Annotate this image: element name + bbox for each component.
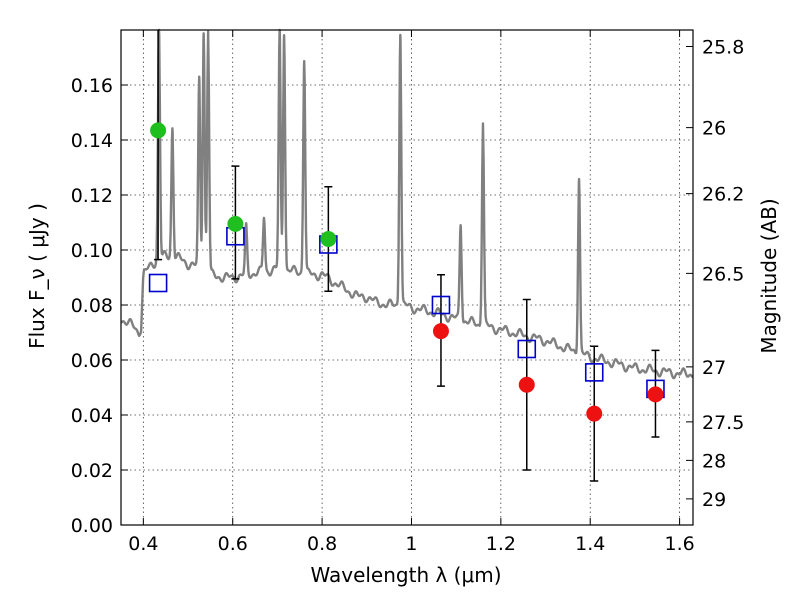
green-data-point	[320, 231, 337, 247]
x-axis-label: Wavelength λ (μm)	[310, 563, 501, 587]
x-tick-label: 0.6	[218, 533, 248, 555]
y-tick-label: 0.02	[71, 460, 113, 482]
green-data-point	[150, 122, 167, 139]
green-data-point	[227, 215, 244, 232]
y2-tick-label: 26.2	[702, 184, 744, 206]
spectrum-layer	[120, 28, 694, 380]
red-data-point	[432, 323, 449, 340]
y-tick-label: 0.12	[71, 185, 113, 207]
y-tick-label: 0.16	[71, 75, 113, 97]
axis-layer: 0.4 0.6 0.8 1 1.2 1.4 1.6 0.00 0.02 0.04 0.06 0.08 0…	[71, 30, 744, 555]
marker-layer	[148, 122, 665, 422]
x-tick-label: 1.4	[575, 533, 605, 555]
y-tick-label: 0.04	[71, 405, 113, 427]
errorbar-layer	[154, 30, 660, 482]
y-tick-label: 0.10	[71, 240, 113, 262]
x-tick-label: 0.4	[128, 533, 158, 555]
y-axis-label: Flux F_ν ( μJy )	[25, 203, 49, 349]
y2-tick-label: 28	[702, 450, 726, 472]
y-tick-label: 0.06	[71, 350, 113, 372]
model-photometry-square	[148, 273, 168, 293]
y2-tick-label: 27	[702, 357, 726, 379]
red-data-point	[586, 405, 603, 422]
y2-tick-label: 29	[702, 489, 726, 511]
x-tick-label: 1.2	[486, 533, 516, 555]
model-spectrum-line	[120, 28, 694, 380]
y-tick-label: 0.14	[71, 130, 113, 152]
red-data-point	[518, 376, 535, 393]
x-tick-label: 1.6	[664, 533, 694, 555]
y2-axis-label: Magnitude (AB)	[757, 198, 781, 353]
plot-frame	[120, 29, 694, 526]
y-tick-label: 0.00	[71, 515, 113, 537]
x-tick-label: 1	[405, 533, 417, 555]
x-tick-label: 0.8	[307, 533, 337, 555]
model-photometry-square	[517, 339, 537, 359]
y2-tick-label: 26.5	[702, 263, 744, 285]
y2-tick-label: 27.5	[702, 412, 744, 434]
y2-tick-label: 26	[702, 118, 726, 140]
y-tick-label: 0.08	[71, 295, 113, 317]
model-photometry-square	[431, 295, 451, 315]
red-data-point	[647, 386, 664, 403]
model-photometry-square	[584, 363, 604, 382]
y2-tick-label: 25.8	[702, 37, 744, 59]
